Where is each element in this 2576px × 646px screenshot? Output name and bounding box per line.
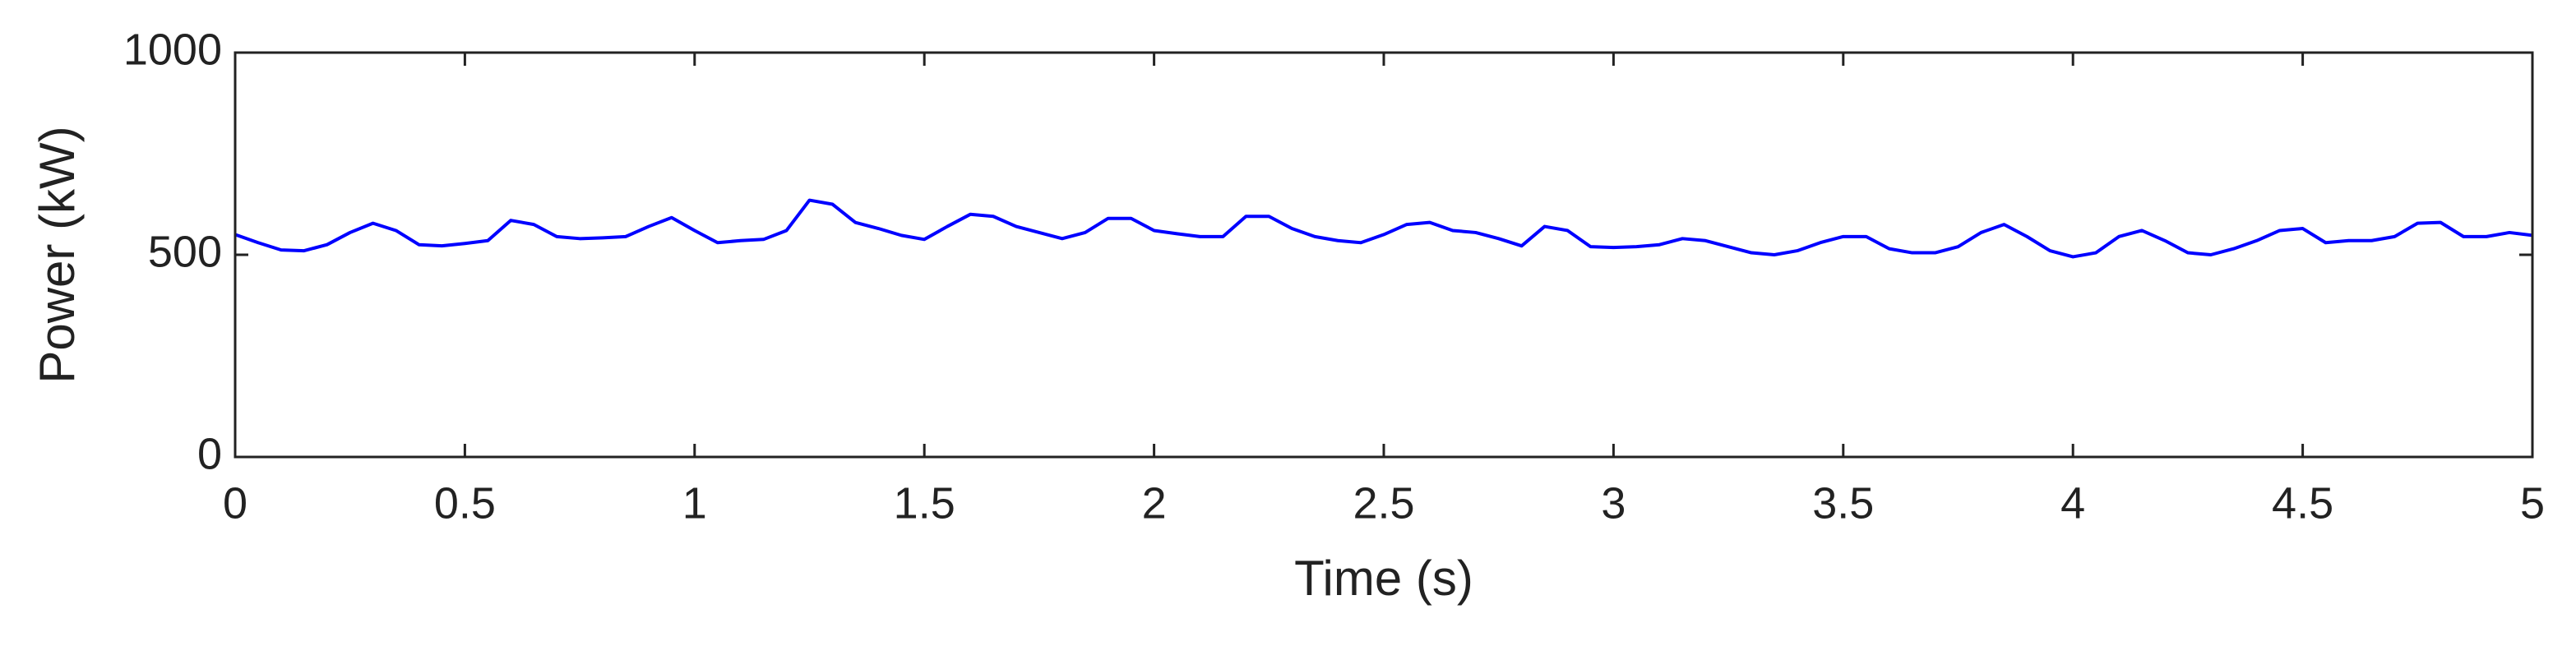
y-tick-label: 500 xyxy=(148,227,222,276)
x-tick-label: 1.5 xyxy=(894,478,955,528)
x-tick-label: 5 xyxy=(2520,478,2545,528)
x-axis-label: Time (s) xyxy=(1294,551,1473,606)
y-tick-label: 1000 xyxy=(123,25,222,74)
data-line xyxy=(234,198,2533,259)
x-tick-label: 1 xyxy=(682,478,707,528)
x-tick-label: 2.5 xyxy=(1353,478,1414,528)
x-tick-label: 2 xyxy=(1142,478,1167,528)
x-tick-label: 0 xyxy=(223,478,247,528)
x-tick-label: 4.5 xyxy=(2272,478,2333,528)
x-tick-label: 3.5 xyxy=(1812,478,1874,528)
y-tick-label: 0 xyxy=(197,429,222,478)
y-axis-label: Power (kW) xyxy=(30,126,85,383)
x-tick-label: 3 xyxy=(1601,478,1626,528)
plot-frame xyxy=(234,51,2534,459)
x-tick-label: 0.5 xyxy=(434,478,496,528)
x-tick-label: 4 xyxy=(2060,478,2085,528)
